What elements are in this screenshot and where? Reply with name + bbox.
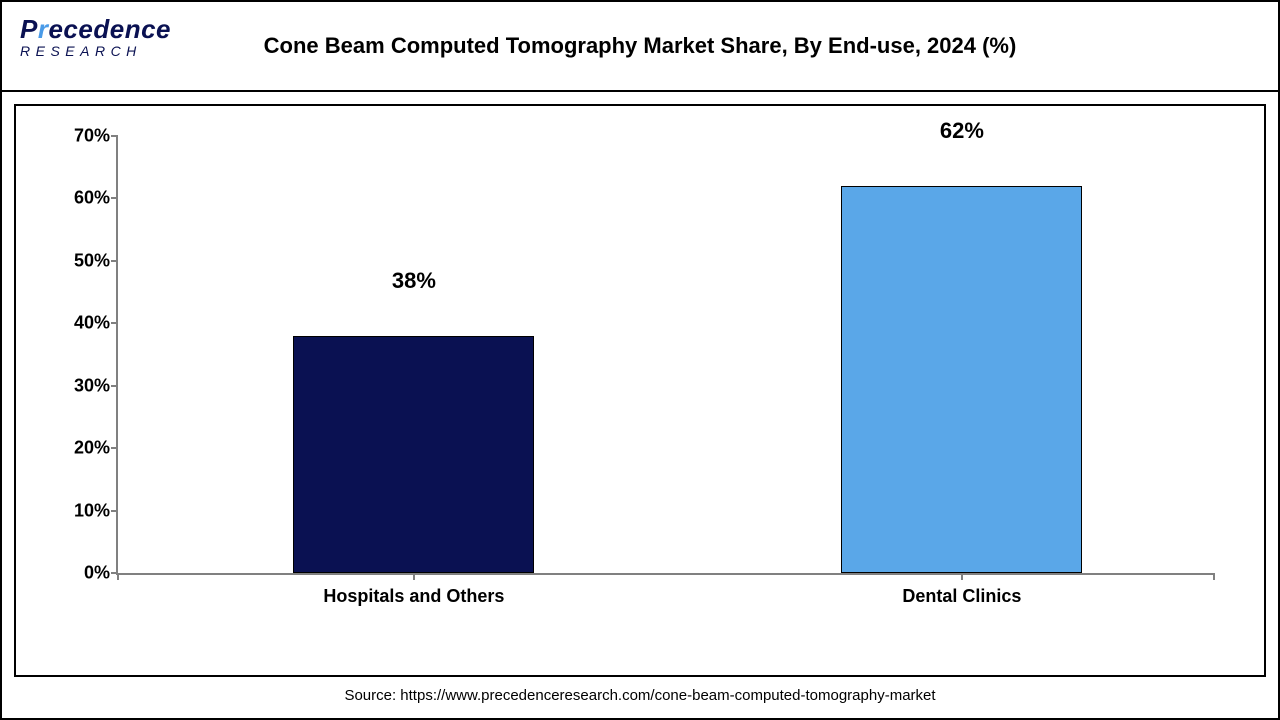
logo-top-line: Precedence <box>20 16 171 42</box>
bar-value-label: 62% <box>940 118 984 152</box>
x-tick-mark <box>1213 573 1215 580</box>
y-tick-label: 50% <box>60 250 110 271</box>
bar-value-label: 38% <box>392 268 436 302</box>
header-band: Precedence RESEARCH Cone Beam Computed T… <box>2 2 1278 92</box>
y-tick-label: 0% <box>60 563 110 584</box>
y-tick-label: 40% <box>60 313 110 334</box>
y-tick-mark <box>111 510 118 512</box>
y-tick-mark <box>111 197 118 199</box>
y-tick-mark <box>111 260 118 262</box>
brand-logo: Precedence RESEARCH <box>20 16 171 58</box>
x-tick-mark <box>413 573 415 580</box>
chart-title: Cone Beam Computed Tomography Market Sha… <box>2 33 1278 59</box>
y-tick-mark <box>111 447 118 449</box>
y-tick-mark <box>111 385 118 387</box>
bar <box>293 336 534 573</box>
source-line: Source: https://www.precedenceresearch.c… <box>2 677 1278 718</box>
y-tick-label: 20% <box>60 438 110 459</box>
outer-frame: Precedence RESEARCH Cone Beam Computed T… <box>0 0 1280 720</box>
logo-prefix: P <box>20 14 38 44</box>
y-tick-mark <box>111 322 118 324</box>
plot-area: 0%10%20%30%40%50%60%70%38%Hospitals and … <box>116 136 1214 575</box>
logo-accent: r <box>38 14 49 44</box>
logo-bottom-line: RESEARCH <box>20 44 171 58</box>
y-tick-label: 70% <box>60 126 110 147</box>
y-tick-label: 10% <box>60 500 110 521</box>
x-category-label: Hospitals and Others <box>323 586 504 607</box>
y-tick-mark <box>111 135 118 137</box>
bar <box>841 186 1082 573</box>
title-wrap: Cone Beam Computed Tomography Market Sha… <box>2 33 1278 59</box>
chart-body: 0% 10% 20% 30% 40% 50% 60% 70% 38% Hospitals and … <box>14 104 1266 677</box>
x-tick-mark <box>961 573 963 580</box>
logo-rest: ecedence <box>48 14 171 44</box>
y-tick-label: 60% <box>60 188 110 209</box>
y-tick-label: 30% <box>60 375 110 396</box>
x-tick-mark <box>117 573 119 580</box>
x-category-label: Dental Clinics <box>902 586 1021 607</box>
